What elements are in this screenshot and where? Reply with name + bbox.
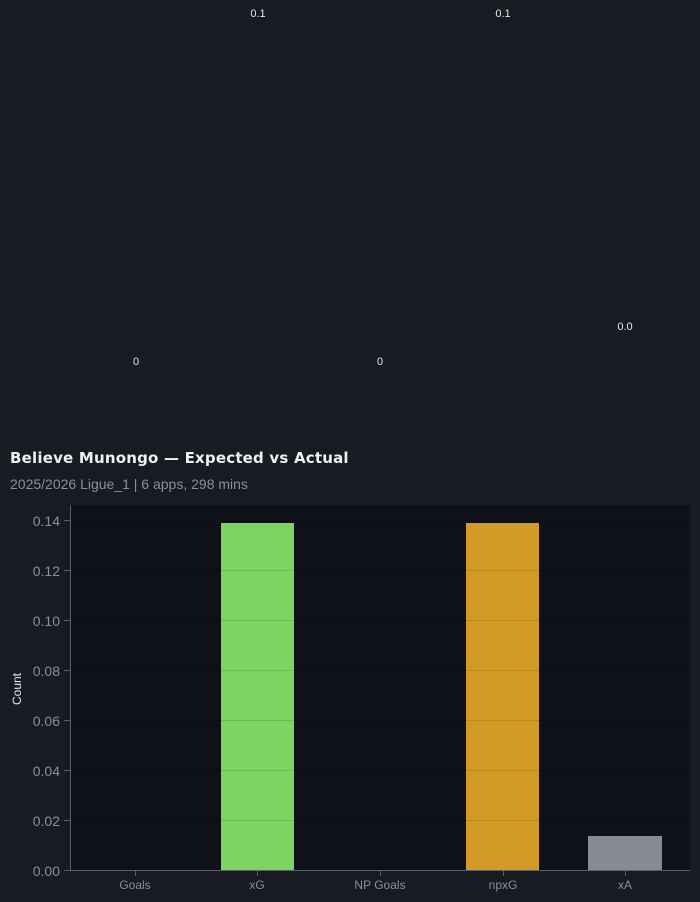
y-tick-label: 0.14 [32,513,60,529]
gridline [70,770,690,771]
x-tick [503,871,504,876]
chart-title: Believe Munongo — Expected vs Actual [10,449,349,467]
y-tick-label: 0.04 [32,763,60,779]
bar-xa [588,836,662,870]
y-tick [64,520,70,521]
gridline [70,620,690,621]
gridline [70,570,690,571]
y-tick [64,570,70,571]
x-tick [257,871,258,876]
y-tick [64,870,70,871]
value-label-xg: 0.1 [250,8,266,20]
bar-xg [221,523,294,870]
y-axis-label: Count [10,672,24,706]
x-tick [380,871,381,876]
y-axis [70,505,71,871]
y-tick [64,720,70,721]
x-axis [70,870,690,871]
x-tick [135,871,136,876]
y-tick-label: 0.08 [32,663,60,679]
value-label-npxg: 0.1 [495,8,511,20]
x-tick [625,871,626,876]
gridline [70,820,690,821]
x-tick-label-np-goals: NP Goals [354,878,406,892]
value-label-xa: 0.0 [617,321,633,333]
plot-area [70,505,690,870]
y-tick [64,670,70,671]
value-label-goals: 0 [132,356,140,368]
x-tick-label-goals: Goals [119,878,151,892]
y-tick-label: 0.00 [32,863,60,879]
y-tick-label: 0.12 [32,563,60,579]
value-label-np-goals: 0 [376,356,384,368]
gridline [70,670,690,671]
y-tick-label: 0.10 [32,613,60,629]
x-tick-label-xa: xA [617,878,633,892]
chart-subtitle: 2025/2026 Ligue_1 | 6 apps, 298 mins [10,476,248,492]
y-tick-label: 0.02 [32,813,60,829]
y-tick [64,820,70,821]
y-tick-label: 0.06 [32,713,60,729]
bar-npxg [466,523,539,870]
gridline [70,720,690,721]
x-tick-label-xg: xG [249,878,265,892]
x-tick-label-npxg: npxG [488,878,518,892]
y-tick [64,620,70,621]
gridline [70,520,690,521]
y-tick [64,770,70,771]
